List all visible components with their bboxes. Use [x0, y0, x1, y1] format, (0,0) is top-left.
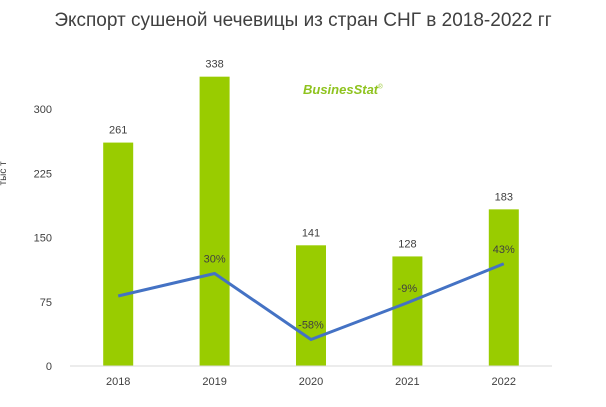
x-tick-label: 2019 [202, 376, 226, 388]
logo-registered-mark: ® [378, 84, 383, 91]
bar-value-label: 261 [109, 125, 127, 137]
x-axis-ticks: 2018 2019 2020 2021 2022 [106, 376, 516, 388]
bars [103, 76, 519, 366]
growth-label: 43% [493, 244, 515, 256]
growth-line [117, 262, 505, 341]
businesstat-logo: BusinesStat® [303, 82, 383, 97]
growth-line-layer: 30% -58% -9% 43% [117, 244, 515, 341]
y-tick-label: 150 [34, 233, 52, 245]
growth-label: 30% [204, 254, 226, 266]
bar [296, 245, 326, 366]
y-tick-label: 0 [46, 361, 52, 373]
y-tick-label: 225 [34, 168, 52, 180]
bar [392, 256, 423, 366]
x-tick-label: 2020 [299, 376, 323, 388]
x-tick-label: 2022 [492, 376, 516, 388]
growth-label: -58% [298, 320, 324, 332]
chart-title: Экспорт сушеной чечевицы из стран СНГ в … [54, 10, 552, 31]
growth-label: -9% [398, 283, 418, 295]
y-axis-ticks: 0 75 150 225 300 [34, 104, 52, 373]
x-tick-label: 2018 [106, 376, 130, 388]
bar-value-label: 128 [398, 238, 416, 250]
x-tick-label: 2021 [395, 376, 419, 388]
bar-value-label: 141 [302, 227, 320, 239]
bar-value-labels: 261 338 141 128 183 [109, 59, 513, 251]
y-tick-label: 300 [34, 104, 52, 116]
bar [199, 76, 230, 366]
logo-text: BusinesStat [303, 82, 379, 97]
bar-value-label: 183 [495, 191, 513, 203]
bar [103, 142, 134, 366]
y-tick-label: 75 [40, 297, 52, 309]
bar [488, 209, 519, 366]
bar-value-label: 338 [205, 59, 223, 71]
